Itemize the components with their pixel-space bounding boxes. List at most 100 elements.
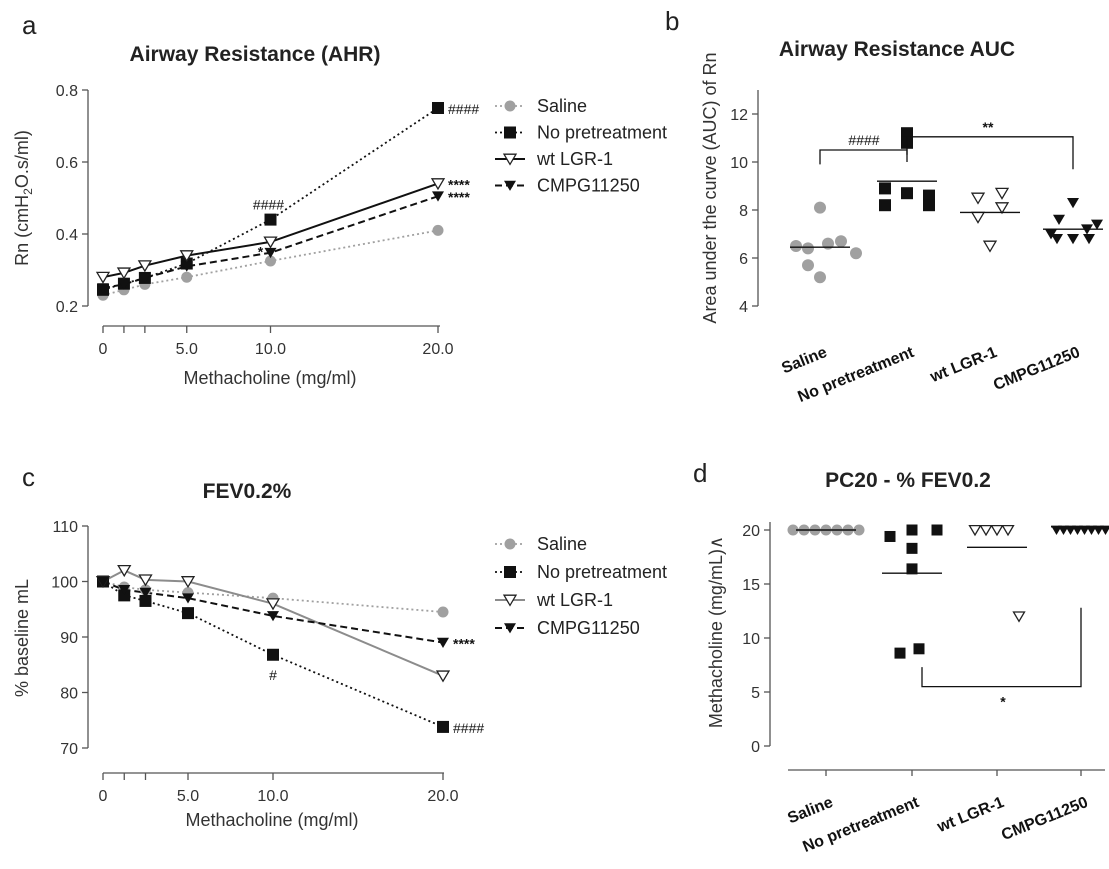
series-line-1: [102, 107, 439, 291]
data-point: [802, 259, 814, 272]
y-tick-label: 70: [60, 741, 78, 758]
y-tick-label: 0.8: [56, 83, 78, 100]
category-label: wt LGR-1: [934, 794, 1006, 836]
y-tick-label: 4: [739, 299, 748, 316]
annotation: *: [258, 244, 264, 260]
category-label: Saline: [779, 344, 829, 377]
data-point: [1058, 525, 1069, 535]
legend-marker: [502, 153, 518, 166]
x-tick-label: 20.0: [427, 788, 458, 805]
legend-label: wt LGR-1: [536, 590, 613, 610]
data-point: [850, 247, 862, 260]
chart-d-y-label: Methacholine (mg/mL)∧: [706, 536, 726, 728]
legend-marker: [504, 100, 516, 112]
x-tick-label: 20.0: [422, 341, 453, 358]
x-tick-label: 5.0: [177, 788, 199, 805]
annotation: ####: [453, 720, 484, 736]
data-point: [1067, 234, 1079, 245]
data-point: [814, 201, 826, 214]
chart-b: Airway Resistance AUC 4 6 8 10 12 Area under…: [700, 38, 1103, 406]
significance-label: **: [983, 119, 994, 135]
significance-bracket: [921, 607, 1082, 688]
data-point-2: [263, 236, 278, 249]
data-point: [906, 524, 918, 536]
y-tick-label: 20: [742, 523, 760, 540]
data-point: [879, 199, 891, 212]
data-point-3: [432, 191, 444, 202]
annotation: ****: [448, 177, 470, 193]
data-point: [906, 563, 918, 575]
data-point: [835, 235, 847, 248]
data-point: [906, 542, 918, 554]
data-point-1: [432, 102, 444, 114]
annotation: ****: [448, 189, 470, 205]
data-point-3: [117, 279, 130, 290]
data-point: [923, 199, 935, 212]
data-point-3: [138, 273, 151, 284]
chart-b-title: Airway Resistance AUC: [779, 38, 1015, 61]
data-point-0: [181, 271, 193, 283]
data-point: [1100, 525, 1109, 535]
y-tick-label: 100: [51, 575, 78, 592]
y-tick-label: 8: [739, 203, 748, 220]
data-point-3: [437, 637, 449, 648]
data-point-0: [437, 606, 449, 618]
y-tick-label: 80: [60, 686, 78, 703]
y-tick-label: 0.2: [56, 299, 78, 316]
data-point-0: [265, 255, 276, 267]
data-point-2: [138, 574, 153, 587]
data-point: [1091, 219, 1103, 230]
data-point-2: [180, 576, 196, 589]
data-point: [1065, 525, 1076, 535]
data-point: [879, 182, 891, 195]
data-point: [1079, 525, 1090, 535]
chart-a-y-label: Rn (cmH2O.s/ml): [12, 130, 35, 266]
chart-b-y-label: Area under the curve (AUC) of Rn: [700, 52, 720, 323]
legend-marker: [504, 538, 516, 550]
data-point: [1045, 229, 1057, 240]
data-point: [994, 187, 1010, 200]
legend-label: Saline: [537, 96, 587, 116]
data-point-3: [180, 261, 193, 272]
category-label: CMPG11250: [991, 344, 1082, 394]
data-point-2: [95, 271, 111, 284]
category-label: wt LGR-1: [927, 344, 999, 386]
chart-a: Airway Resistance (AHR) 0.2 0.4 0.6 0.8 0 5.…: [12, 43, 667, 388]
data-point: [1083, 234, 1095, 245]
chart-c-x-label: Methacholine (mg/ml): [185, 810, 358, 830]
y-tick-label: 110: [52, 519, 78, 536]
data-point-1: [437, 720, 449, 733]
data-point: [1001, 524, 1015, 537]
series-line-2: [102, 569, 444, 677]
data-point: [1067, 198, 1079, 209]
legend-label: No pretreatment: [537, 123, 667, 143]
y-tick-label: 10: [742, 631, 760, 648]
data-point-2: [137, 260, 153, 273]
data-point-2: [430, 178, 446, 191]
data-point: [1051, 234, 1063, 245]
x-tick-label: 10.0: [255, 341, 286, 358]
data-point: [913, 643, 925, 655]
y-tick-label: 10: [730, 155, 748, 172]
y-tick-label: 0: [751, 739, 760, 756]
x-tick-label: 10.0: [257, 788, 288, 805]
significance-bracket: [819, 149, 908, 165]
data-point: [990, 524, 1004, 537]
data-point: [923, 189, 935, 202]
x-tick-label: 0: [99, 341, 108, 358]
chart-c-y-label: % baseline mL: [12, 579, 32, 697]
data-point: [994, 202, 1010, 215]
annotation: #: [269, 667, 277, 683]
data-point: [931, 524, 943, 536]
data-point-1: [118, 589, 131, 602]
legend-label: Saline: [537, 534, 587, 554]
data-point: [814, 271, 826, 284]
annotation: ####: [448, 101, 479, 117]
x-tick-label: 0: [99, 788, 108, 805]
legend-label: wt LGR-1: [536, 149, 613, 169]
significance-label: ####: [848, 132, 879, 148]
legend-marker: [504, 566, 516, 578]
panel-label-d: d: [693, 458, 707, 488]
panel-label-b: b: [665, 6, 679, 36]
